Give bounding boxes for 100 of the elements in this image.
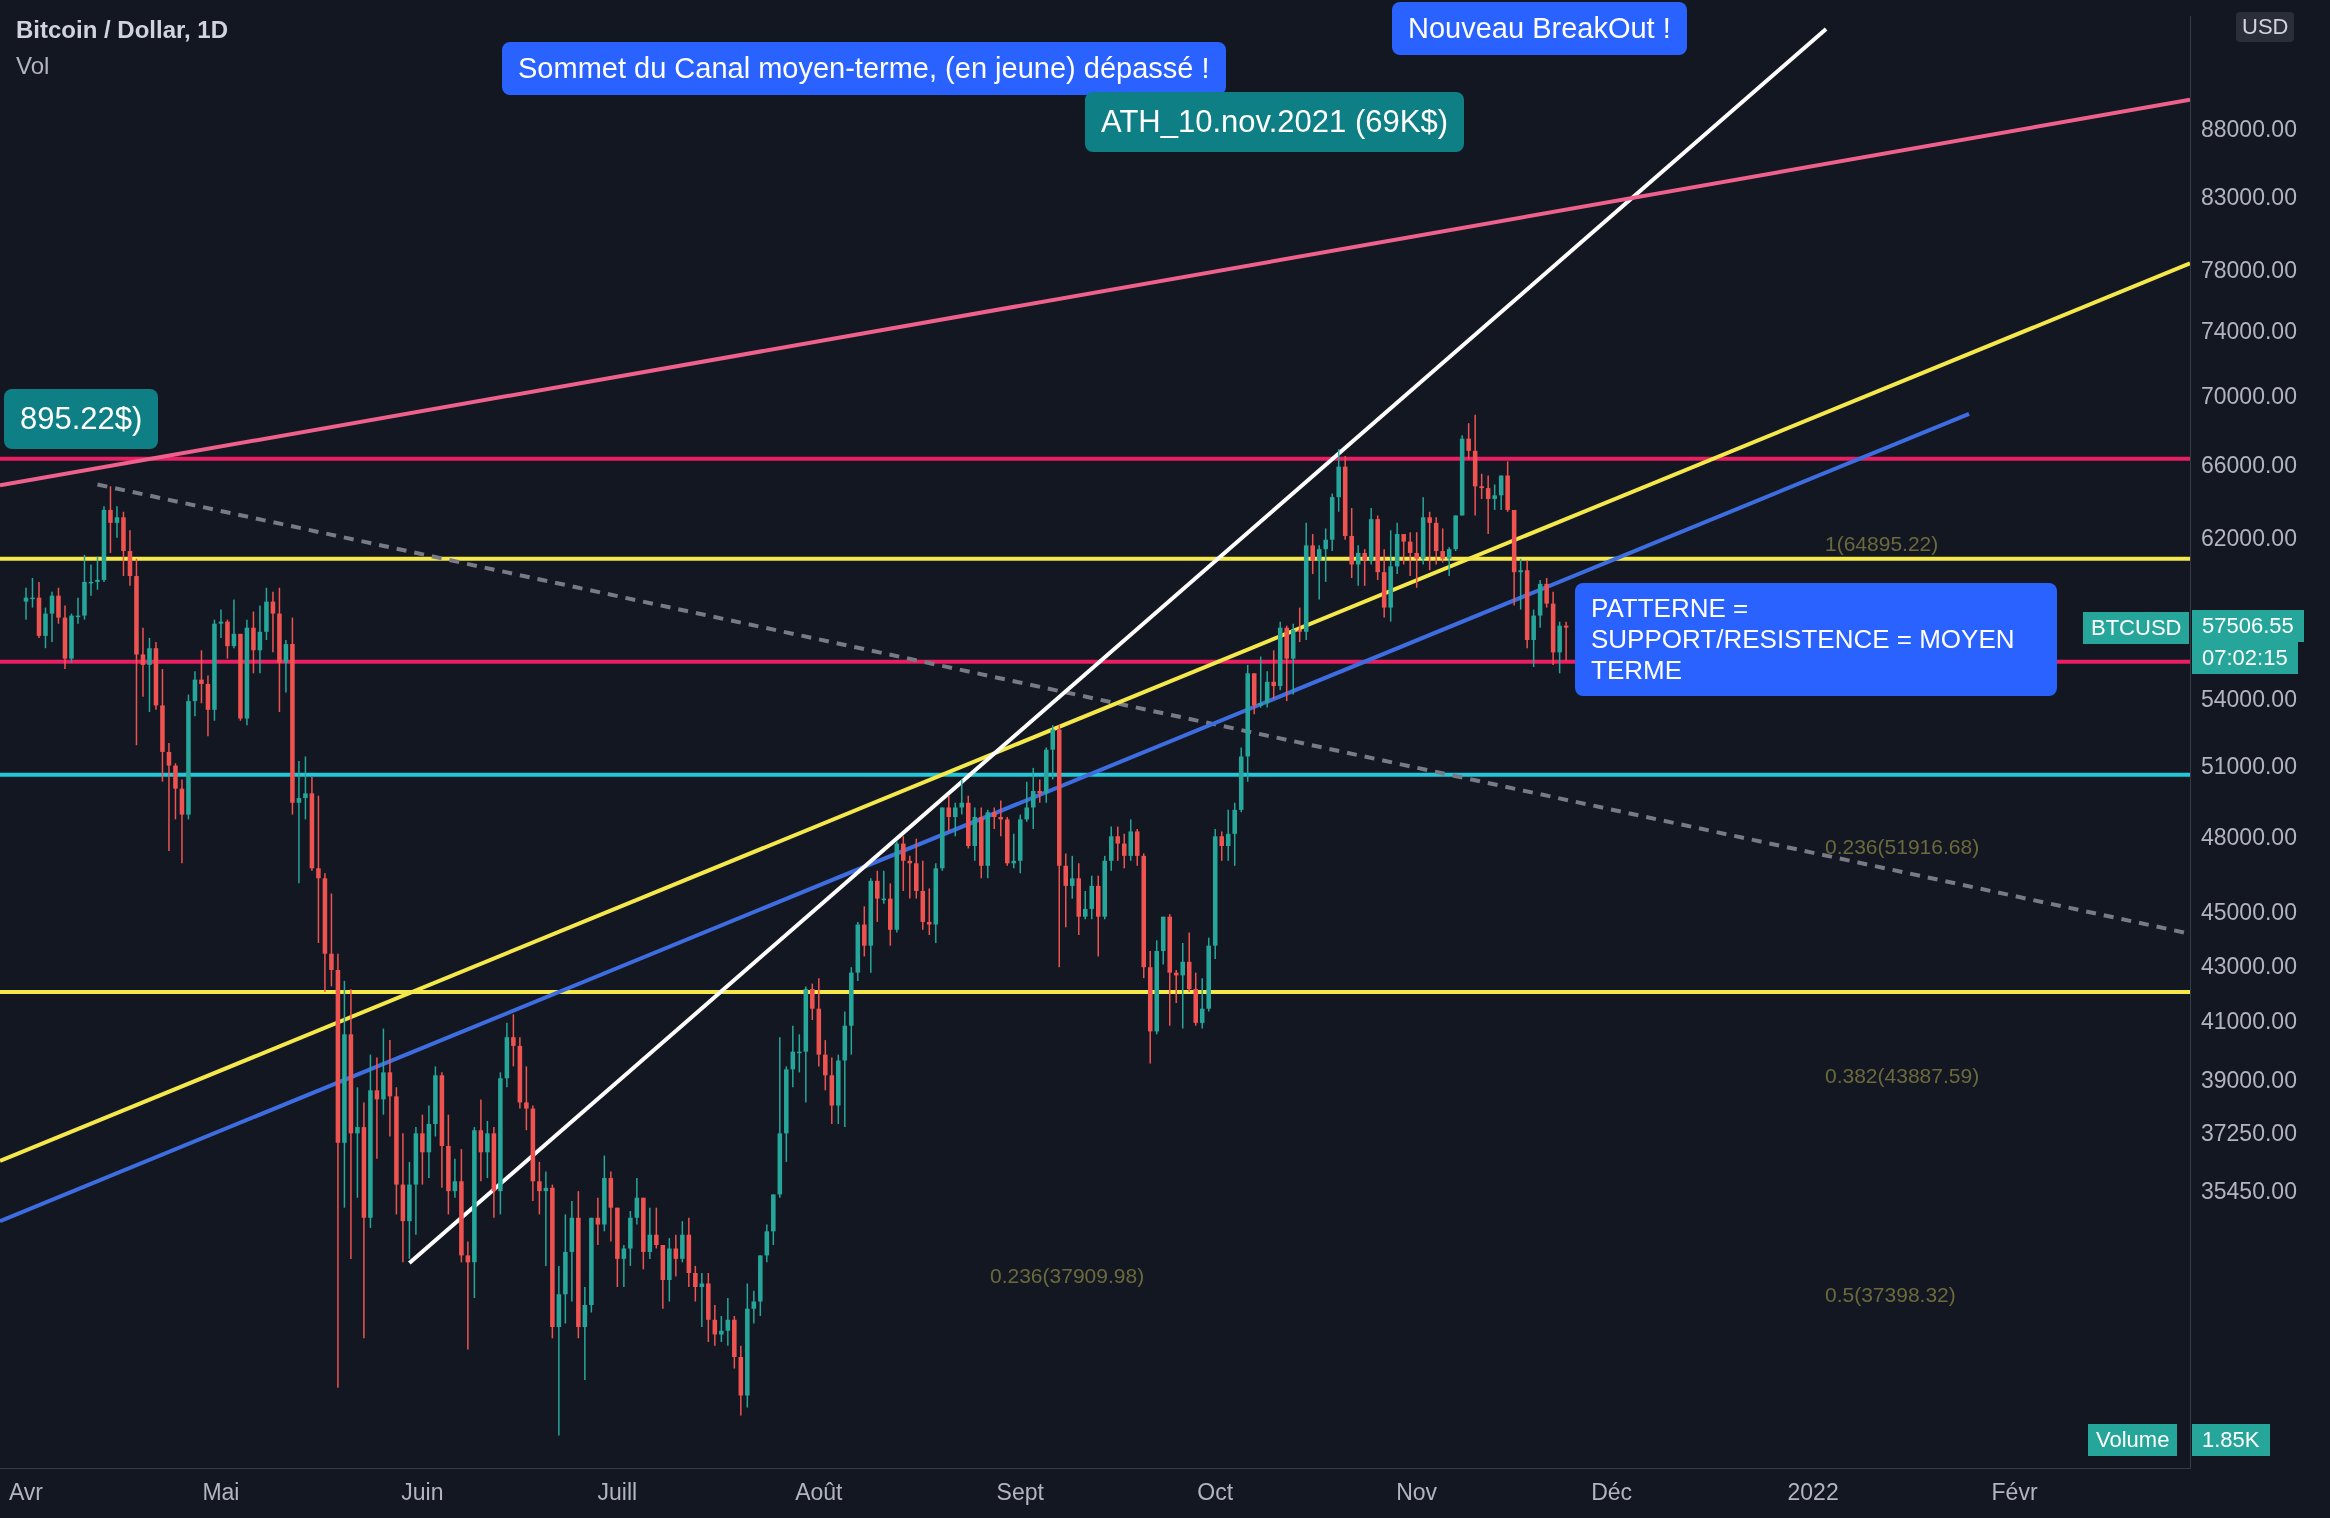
- candlestick: [673, 1233, 679, 1278]
- candlestick: [901, 835, 906, 892]
- annotation: 0.236(37909.98): [990, 1264, 1145, 1288]
- x-tick-label: 2022: [1787, 1478, 1839, 1505]
- y-tick-label: 54000.00: [2201, 686, 2297, 713]
- candlestick: [511, 1013, 516, 1068]
- candlestick: [992, 806, 997, 830]
- annotation: PATTERNE = SUPPORT/RESISTENCE = MOYEN TERME: [1575, 583, 2057, 696]
- candlestick: [1037, 778, 1043, 804]
- candlestick: [1466, 422, 1471, 461]
- candlestick: [147, 637, 152, 713]
- candlestick: [875, 870, 880, 923]
- candlestick: [998, 799, 1004, 838]
- candlestick: [1063, 852, 1069, 928]
- annotation: Vol: [16, 52, 50, 80]
- y-tick-label: 39000.00: [2201, 1066, 2297, 1093]
- candlestick: [693, 1265, 698, 1303]
- candlestick: [108, 485, 113, 554]
- candlestick: [1479, 473, 1484, 500]
- candlestick: [1440, 527, 1445, 564]
- candlestick: [1089, 875, 1095, 921]
- annotation: Volume: [2088, 1424, 2178, 1456]
- candlestick: [1297, 606, 1302, 643]
- candlestick: [43, 606, 48, 649]
- text: 07:02:15: [2192, 641, 2298, 674]
- y-tick-label: 83000.00: [2201, 184, 2297, 211]
- x-tick-label: Févr: [1991, 1478, 2038, 1505]
- candlestick: [946, 794, 952, 833]
- candlestick: [485, 1120, 490, 1179]
- y-tick-label: 35450.00: [2201, 1178, 2297, 1205]
- candlestick: [1011, 833, 1017, 870]
- annotation: Nouveau BreakOut !: [1392, 2, 1687, 55]
- candlestick: [719, 1315, 724, 1343]
- candlestick: [537, 1161, 542, 1216]
- annotation: Sommet du Canal moyen-terme, (en jeune) dépassé !: [502, 42, 1226, 95]
- x-tick-label: Oct: [1197, 1478, 1234, 1505]
- candlestick: [595, 1196, 601, 1246]
- annotation: BTCUSD: [2083, 611, 2190, 644]
- candlestick: [1316, 544, 1322, 601]
- chart-title: Bitcoin / Dollar, 1D: [16, 16, 229, 44]
- x-tick-label: Avr: [8, 1478, 44, 1505]
- candlestick: [1271, 649, 1276, 700]
- candlestick: [524, 1065, 529, 1131]
- candlestick: [1310, 533, 1315, 575]
- text: 1.85K: [2192, 1424, 2270, 1456]
- candlestick: [1323, 527, 1328, 583]
- candlestick: [166, 742, 172, 852]
- candlestick: [953, 802, 958, 838]
- candlestick: [329, 892, 334, 988]
- candlestick: [140, 626, 146, 698]
- candlestick: [1258, 655, 1263, 709]
- x-tick-label: Nov: [1396, 1478, 1438, 1505]
- candlestick: [95, 556, 100, 591]
- candlestick: [296, 760, 302, 885]
- annotation: ATH_10.nov.2021 (69K$): [1085, 92, 1464, 152]
- candlestick: [927, 887, 932, 936]
- candlestick: [712, 1304, 718, 1347]
- candlestick: [1082, 890, 1088, 921]
- annotation: 0.5(37398.32): [1825, 1283, 1956, 1307]
- annotation: 1(64895.22): [1825, 532, 1939, 556]
- candlestick: [810, 982, 815, 1021]
- y-tick-label: 41000.00: [2201, 1008, 2297, 1035]
- annotation: 0.382(43887.59): [1825, 1064, 1980, 1088]
- candlestick: [1518, 557, 1523, 611]
- candlestick: [1115, 825, 1121, 862]
- text: USD: [2236, 12, 2295, 42]
- annotation: 0.236(51916.68): [1825, 835, 1980, 859]
- candlestick: [1180, 942, 1185, 1030]
- candlestick: [751, 1289, 757, 1325]
- candlestick: [1401, 533, 1406, 566]
- candlestick: [1121, 833, 1127, 870]
- candlestick: [420, 1113, 425, 1186]
- y-tick-label: 70000.00: [2201, 383, 2297, 410]
- candlestick: [1427, 511, 1432, 571]
- y-tick-label: 45000.00: [2201, 899, 2297, 926]
- candlestick: [1199, 977, 1205, 1030]
- candlestick: [1485, 474, 1491, 535]
- candlestick: [173, 762, 178, 821]
- candlestick: [1446, 546, 1452, 577]
- candlestick: [823, 1039, 828, 1092]
- candlestick: [1362, 548, 1367, 587]
- candlestick: [303, 755, 308, 821]
- x-tick-label: Juin: [401, 1478, 444, 1505]
- y-tick-label: 62000.00: [2201, 525, 2297, 552]
- candlestick: [199, 649, 204, 705]
- candlestick: [654, 1206, 659, 1250]
- candlestick: [56, 587, 61, 625]
- candlestick: [316, 794, 321, 944]
- candlestick: [355, 1086, 360, 1199]
- annotation: 895.22$): [4, 389, 159, 449]
- y-tick-label: 74000.00: [2201, 318, 2297, 345]
- candlestick: [621, 1244, 627, 1288]
- x-tick-label: Juill: [597, 1478, 638, 1505]
- x-tick-label: Sept: [996, 1478, 1045, 1505]
- y-tick-label: 78000.00: [2201, 256, 2297, 283]
- candlestick: [1030, 767, 1036, 830]
- x-tick-label: Déc: [1591, 1478, 1633, 1505]
- y-tick-label: 88000.00: [2201, 115, 2297, 142]
- candlestick: [862, 905, 867, 958]
- candlestick: [114, 505, 120, 539]
